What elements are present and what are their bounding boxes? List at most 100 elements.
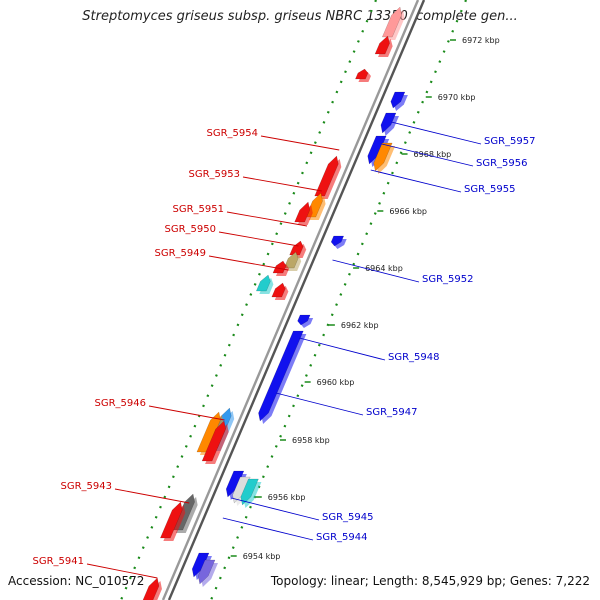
forward-leader-line [242,176,322,192]
gene-arrow-body [272,260,287,274]
reverse-gene-label: SGR_5955 [464,184,516,195]
reverse-leader-line [332,259,420,283]
gene-arrow-1 [374,35,393,57]
reverse-leader-line [275,392,364,416]
gene-arrow-body [197,559,216,585]
gene-arrow-shadow [243,482,262,508]
backbone-line-forward [161,0,420,600]
gene-arrow-19 [196,411,224,455]
backbone-line-reverse [167,0,426,600]
gene-arrow-body [255,274,271,292]
scale-tick-label: 6970 kbp [438,93,476,102]
gene-arrow-6 [373,142,396,174]
gene-arrow-body [314,155,339,197]
forward-leader-line [260,135,340,151]
gene-arrow-14 [255,274,274,294]
gene-arrow-body [381,6,402,38]
gene-arrow-15 [271,282,289,300]
gene-arrow-body [294,201,311,223]
gene-arrow-body [225,470,245,498]
dotted-guide-right [209,0,468,600]
reverse-leader-line [370,169,462,193]
forward-gene-label: SGR_5941 [33,556,85,567]
scale-tick-label: 6956 kbp [268,493,306,502]
genome-backbone [161,0,426,600]
forward-leader-line [86,563,158,579]
gene-arrow-body [240,478,259,506]
scale-tick-label: 6972 kbp [462,36,500,45]
gene-labels: SGR_5954 SGR_5953 SGR_5951 SGR_5950 SGR_5949… [33,121,536,579]
gene-arrow-body [289,240,304,256]
gene-arrow-body [201,420,226,462]
reverse-gene-label: SGR_5945 [322,512,374,523]
gene-arrow-body [258,330,304,422]
gene-arrow-25 [159,501,186,541]
gene-arrow-body [355,68,369,80]
dotted-guide-left [119,0,378,600]
gene-arrow-body [297,314,311,326]
gene-arrow-shadow [376,146,396,174]
gene-arrow-body [380,112,397,134]
gene-arrow-2 [355,68,371,82]
gene-arrow-12 [283,251,302,271]
gene-arrow-body [191,552,210,578]
accession-text: Accession: NC_010572 [8,574,145,588]
gene-arrow-23 [240,478,262,508]
reverse-leader-line [299,337,386,361]
forward-gene-label: SGR_5954 [207,128,259,139]
reverse-gene-label: SGR_5947 [366,407,418,418]
gene-arrow-body [159,501,183,539]
scale-tick-label: 6958 kbp [292,436,330,445]
gene-arrow-body [271,282,286,298]
reverse-leader-line [391,121,482,145]
gene-features [142,6,408,600]
forward-leader-line [218,231,299,247]
reverse-gene-label: SGR_5944 [316,532,368,543]
reverse-gene-label: SGR_5952 [422,274,474,285]
gene-arrow-body [142,577,160,600]
gene-arrow-13 [272,260,290,276]
gene-arrow-body [374,35,390,55]
gene-arrow-10 [330,235,347,249]
gene-arrow-28 [142,577,162,600]
gene-arrow-body [330,235,345,247]
forward-leader-line [114,488,190,504]
gene-arrow-4 [380,112,399,136]
forward-leader-line [148,405,225,421]
gene-arrow-9 [294,201,313,225]
forward-gene-label: SGR_5943 [61,481,113,492]
gene-arrow-7 [314,155,342,199]
forward-gene-label: SGR_5946 [95,398,147,409]
gene-arrow-body [390,91,406,109]
reverse-leader-line [381,143,474,167]
gene-arrow-body [196,411,221,453]
reverse-gene-label: SGR_5957 [484,136,536,147]
scale-tick-label: 6966 kbp [389,207,427,216]
reverse-gene-label: SGR_5956 [476,158,528,169]
reverse-leader-line [231,497,320,521]
forward-gene-label: SGR_5951 [173,204,225,215]
forward-leader-line [208,255,289,271]
gene-arrow-body [232,476,251,504]
gene-arrow-body [373,142,393,172]
scale-tick-label: 6964 kbp [365,264,403,273]
reverse-leader-line [222,517,314,541]
forward-gene-label: SGR_5949 [155,248,207,259]
forward-leader-line [226,211,308,227]
gene-arrow-17 [258,330,307,424]
topology-text: Topology: linear; Length: 8,545,929 bp; … [270,574,590,588]
scale-tick-label: 6954 kbp [243,552,281,561]
gene-arrow-pink-0 [381,6,405,40]
gene-arrow-16 [297,314,314,328]
forward-gene-label: SGR_5950 [165,224,217,235]
reverse-gene-label: SGR_5948 [388,352,440,363]
gene-arrow-27 [197,559,218,587]
gene-arrow-body [283,251,299,269]
scale-tick-label: 6968 kbp [414,150,452,159]
gene-arrow-20 [201,420,229,464]
scale-ticks: 6972 kbp 6970 kbp 6968 kbp 6966 kbp 6964 kbp… [230,36,500,561]
scale-tick-label: 6960 kbp [317,378,355,387]
gene-arrow-shadow [201,563,218,587]
gene-arrow-body [367,135,387,165]
